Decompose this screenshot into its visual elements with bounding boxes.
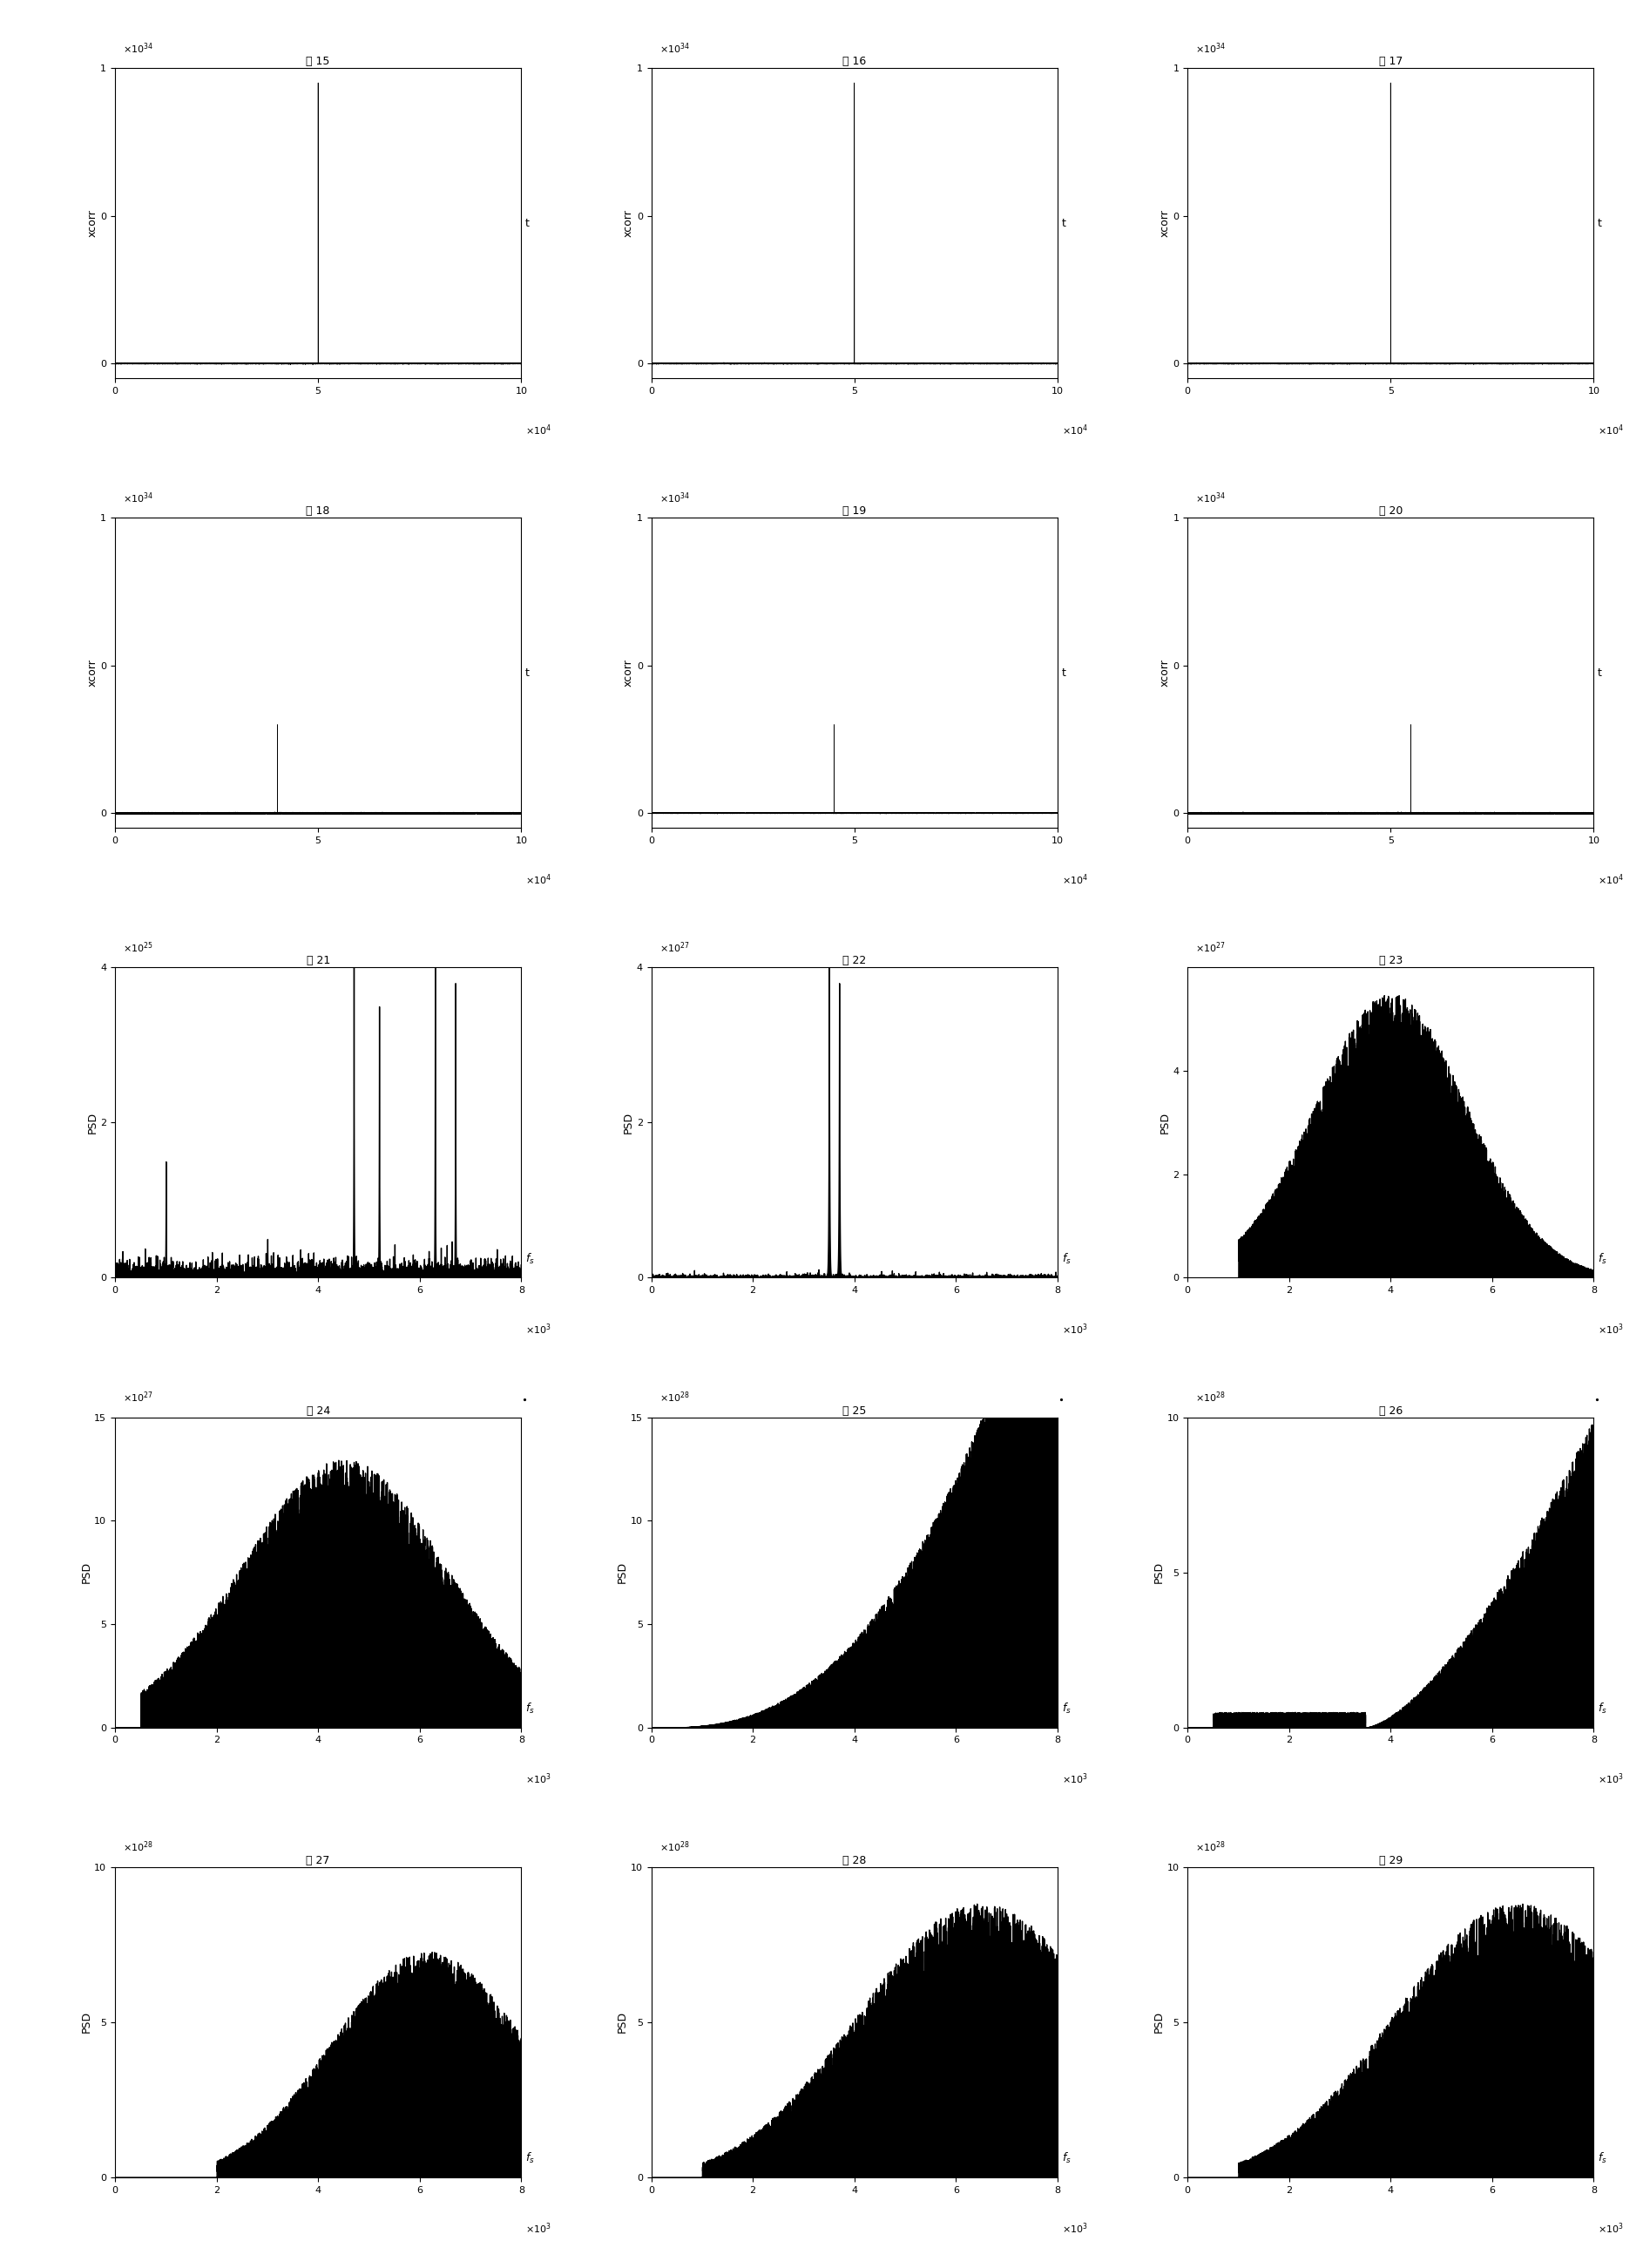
Title: 图 20: 图 20	[1378, 506, 1403, 517]
Text: $\times10^4$: $\times10^4$	[1597, 873, 1623, 887]
Text: $\times10^{28}$: $\times10^{28}$	[659, 1839, 690, 1855]
Text: $\times10^{28}$: $\times10^{28}$	[659, 1390, 690, 1404]
Text: $\times10^{28}$: $\times10^{28}$	[1196, 1390, 1226, 1404]
Text: $\times10^{28}$: $\times10^{28}$	[1196, 1839, 1226, 1855]
Text: $\times10^4$: $\times10^4$	[1061, 422, 1088, 438]
Text: $f_s$: $f_s$	[526, 1252, 534, 1266]
Title: 图 27: 图 27	[306, 1855, 330, 1867]
Y-axis label: xcorr: xcorr	[1160, 660, 1170, 687]
Text: t: t	[1061, 667, 1066, 678]
Y-axis label: xcorr: xcorr	[1160, 209, 1170, 236]
Text: $\times10^{34}$: $\times10^{34}$	[1196, 490, 1226, 506]
Text: $\times10^3$: $\times10^3$	[1597, 1771, 1623, 1787]
Title: 图 15: 图 15	[306, 57, 330, 68]
Text: $\times10^3$: $\times10^3$	[1061, 2223, 1088, 2236]
Text: $\times10^{34}$: $\times10^{34}$	[659, 490, 690, 506]
Title: 图 22: 图 22	[843, 955, 866, 966]
Text: $\times10^{27}$: $\times10^{27}$	[123, 1390, 153, 1404]
Y-axis label: PSD: PSD	[87, 1111, 99, 1134]
Text: $f_s$: $f_s$	[1597, 1252, 1607, 1266]
Y-axis label: PSD: PSD	[81, 1560, 92, 1583]
Text: $f_s$: $f_s$	[526, 2152, 534, 2166]
Y-axis label: PSD: PSD	[1153, 2012, 1165, 2032]
Title: 图 19: 图 19	[843, 506, 866, 517]
Y-axis label: xcorr: xcorr	[87, 209, 99, 236]
Text: $\times10^3$: $\times10^3$	[526, 1771, 552, 1787]
Text: $\times10^3$: $\times10^3$	[1061, 1322, 1088, 1336]
Text: $\times10^4$: $\times10^4$	[1597, 422, 1623, 438]
Text: $\times10^{34}$: $\times10^{34}$	[123, 490, 154, 506]
Text: t: t	[526, 667, 529, 678]
Text: $\times10^3$: $\times10^3$	[1597, 2223, 1623, 2236]
Y-axis label: xcorr: xcorr	[87, 660, 99, 687]
Y-axis label: PSD: PSD	[1153, 1560, 1165, 1583]
Text: $\times10^{34}$: $\times10^{34}$	[1196, 41, 1226, 54]
Y-axis label: PSD: PSD	[616, 1560, 628, 1583]
Text: $\bullet$: $\bullet$	[1594, 1395, 1600, 1404]
Y-axis label: xcorr: xcorr	[623, 209, 634, 236]
Text: $f_s$: $f_s$	[1597, 1701, 1607, 1715]
Title: 图 25: 图 25	[843, 1404, 866, 1415]
Title: 图 26: 图 26	[1378, 1404, 1403, 1415]
Text: t: t	[1061, 218, 1066, 229]
Title: 图 24: 图 24	[306, 1404, 330, 1415]
Text: $\times10^{25}$: $\times10^{25}$	[123, 941, 153, 955]
Title: 图 29: 图 29	[1378, 1855, 1403, 1867]
Text: $\times10^3$: $\times10^3$	[1597, 1322, 1623, 1336]
Title: 图 17: 图 17	[1378, 57, 1403, 68]
Text: $f_s$: $f_s$	[1061, 1252, 1071, 1266]
Title: 图 16: 图 16	[843, 57, 866, 68]
Text: $f_s$: $f_s$	[526, 1701, 534, 1715]
Text: $\times10^4$: $\times10^4$	[526, 873, 552, 887]
Text: $\times10^4$: $\times10^4$	[526, 422, 552, 438]
Text: $f_s$: $f_s$	[1597, 2152, 1607, 2166]
Text: $f_s$: $f_s$	[1061, 2152, 1071, 2166]
Y-axis label: PSD: PSD	[623, 1111, 634, 1134]
Text: $\times10^3$: $\times10^3$	[526, 1322, 552, 1336]
Text: $\times10^{28}$: $\times10^{28}$	[123, 1839, 153, 1855]
Text: t: t	[526, 218, 529, 229]
Title: 图 28: 图 28	[843, 1855, 866, 1867]
Title: 图 21: 图 21	[306, 955, 330, 966]
Text: $\times10^{27}$: $\times10^{27}$	[1196, 941, 1226, 955]
Text: $\times10^{27}$: $\times10^{27}$	[659, 941, 690, 955]
Text: $\times10^3$: $\times10^3$	[526, 2223, 552, 2236]
Text: t: t	[1597, 667, 1602, 678]
Text: $\bullet$: $\bullet$	[1058, 1395, 1063, 1404]
Y-axis label: PSD: PSD	[1158, 1111, 1170, 1134]
Text: $\times10^3$: $\times10^3$	[1061, 1771, 1088, 1787]
Y-axis label: PSD: PSD	[616, 2012, 628, 2032]
Y-axis label: xcorr: xcorr	[623, 660, 634, 687]
Text: $f_s$: $f_s$	[1061, 1701, 1071, 1715]
Title: 图 18: 图 18	[306, 506, 330, 517]
Title: 图 23: 图 23	[1378, 955, 1403, 966]
Text: $\times10^{34}$: $\times10^{34}$	[123, 41, 154, 54]
Text: t: t	[1597, 218, 1602, 229]
Text: $\times10^{34}$: $\times10^{34}$	[659, 41, 690, 54]
Text: $\bullet$: $\bullet$	[521, 1395, 527, 1404]
Y-axis label: PSD: PSD	[81, 2012, 92, 2032]
Text: $\times10^4$: $\times10^4$	[1061, 873, 1088, 887]
